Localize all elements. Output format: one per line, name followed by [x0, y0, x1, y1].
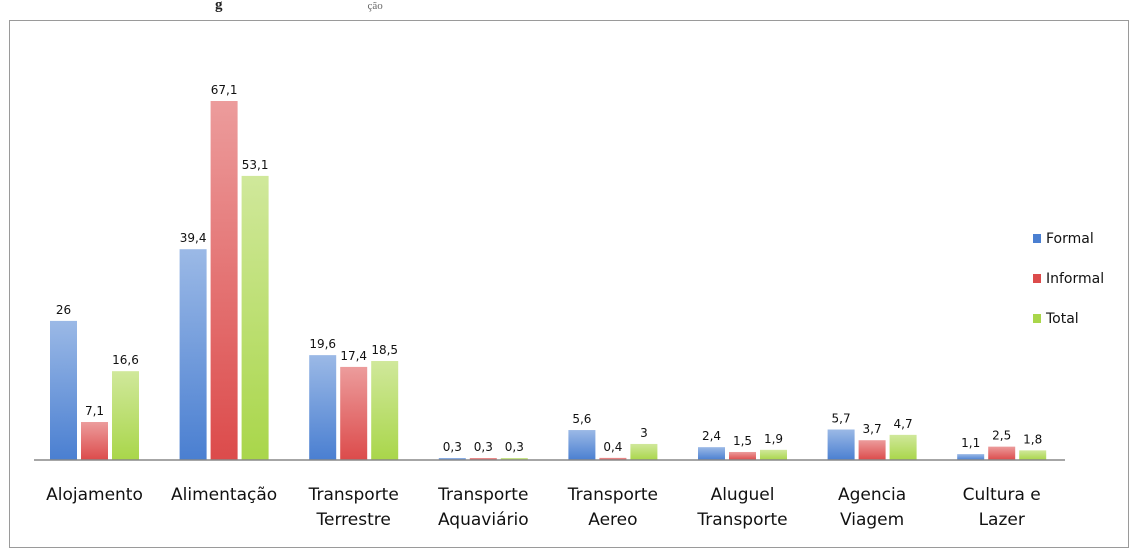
bar-informal-3: [469, 458, 497, 460]
category-label-6-1: Viagem: [840, 510, 904, 530]
value-label-formal-4: 5,6: [572, 412, 591, 426]
caption-bold: g: [215, 0, 223, 13]
category-label-2-1: Terrestre: [316, 510, 391, 530]
legend: Formal Informal Total: [1033, 231, 1104, 327]
value-label-informal-6: 3,7: [863, 422, 882, 436]
category-label-4-0: Transporte: [567, 485, 658, 505]
category-label-5-0: Aluguel: [711, 485, 775, 505]
category-label-7-0: Cultura e: [963, 485, 1041, 505]
bar-informal-6: [858, 440, 886, 460]
bar-total-7: [1019, 450, 1047, 460]
value-label-total-4: 3: [640, 426, 648, 440]
value-label-formal-3: 0,3: [443, 440, 462, 454]
legend-swatch-informal: [1033, 274, 1041, 283]
figure-caption-fragment: g ção: [215, 0, 383, 14]
bar-informal-7: [988, 446, 1016, 460]
category-label-7-1: Lazer: [979, 510, 1025, 530]
bar-formal-2: [309, 355, 337, 460]
bar-formal-6: [827, 429, 855, 460]
value-label-formal-1: 39,4: [180, 231, 207, 245]
bar-formal-4: [568, 430, 596, 460]
value-label-total-7: 1,8: [1023, 432, 1042, 446]
category-label-3-1: Aquaviário: [438, 510, 529, 530]
bar-total-6: [889, 434, 917, 460]
category-labels-layer: Alojamento Alimentação Transporte Terrestre…: [46, 485, 1041, 530]
legend-label-total: Total: [1045, 311, 1079, 327]
value-label-informal-0: 7,1: [85, 404, 104, 418]
bar-informal-0: [81, 422, 108, 460]
value-label-formal-2: 19,6: [309, 337, 336, 351]
bar-total-2: [371, 361, 399, 460]
value-label-total-3: 0,3: [505, 440, 524, 454]
bar-formal-5: [698, 447, 725, 460]
category-label-0-0: Alojamento: [46, 485, 143, 505]
category-label-1-0: Alimentação: [171, 485, 277, 505]
category-label-6-0: Agencia: [838, 485, 906, 505]
legend-label-formal: Formal: [1046, 231, 1094, 247]
value-label-formal-5: 2,4: [702, 429, 721, 443]
bar-formal-7: [957, 454, 985, 460]
category-label-2-0: Transporte: [308, 485, 399, 505]
value-label-informal-7: 2,5: [992, 429, 1011, 443]
value-label-total-1: 53,1: [242, 158, 269, 172]
legend-swatch-formal: [1033, 234, 1041, 243]
bar-total-0: [112, 371, 139, 460]
bar-total-3: [500, 458, 528, 460]
bar-total-5: [760, 449, 787, 460]
value-label-total-2: 18,5: [371, 343, 398, 357]
value-label-formal-6: 5,7: [832, 412, 851, 426]
bar-total-4: [630, 443, 658, 460]
bar-informal-5: [729, 451, 756, 460]
bar-formal-0: [50, 320, 77, 460]
value-label-informal-5: 1,5: [733, 434, 752, 448]
value-label-formal-7: 1,1: [961, 436, 980, 450]
bar-informal-2: [340, 366, 368, 460]
legend-swatch-total: [1033, 314, 1041, 323]
bar-formal-1: [179, 249, 207, 460]
value-label-total-6: 4,7: [894, 417, 913, 431]
value-label-formal-0: 26: [56, 303, 71, 317]
bar-informal-4: [599, 457, 627, 460]
category-label-4-1: Aereo: [588, 510, 637, 530]
bar-total-1: [241, 175, 269, 460]
value-label-informal-3: 0,3: [474, 440, 493, 454]
caption-rest: ção: [367, 0, 383, 12]
value-label-informal-4: 0,4: [603, 440, 622, 454]
category-label-5-1: Transporte: [696, 510, 787, 530]
value-label-total-5: 1,9: [764, 432, 783, 446]
legend-label-informal: Informal: [1046, 271, 1104, 287]
value-label-total-0: 16,6: [112, 353, 139, 367]
value-label-informal-1: 67,1: [211, 83, 238, 97]
bar-informal-1: [210, 101, 238, 460]
value-labels-layer: 26 7,1 16,6 39,4 67,1 53,1 19,6 17,4 18,5 0,3 0,3 0…: [56, 83, 1042, 454]
bars-layer: [50, 101, 1047, 460]
value-label-informal-2: 17,4: [340, 349, 367, 363]
category-label-3-0: Transporte: [437, 485, 528, 505]
chart-frame: [9, 20, 1129, 548]
bar-formal-3: [438, 458, 466, 460]
